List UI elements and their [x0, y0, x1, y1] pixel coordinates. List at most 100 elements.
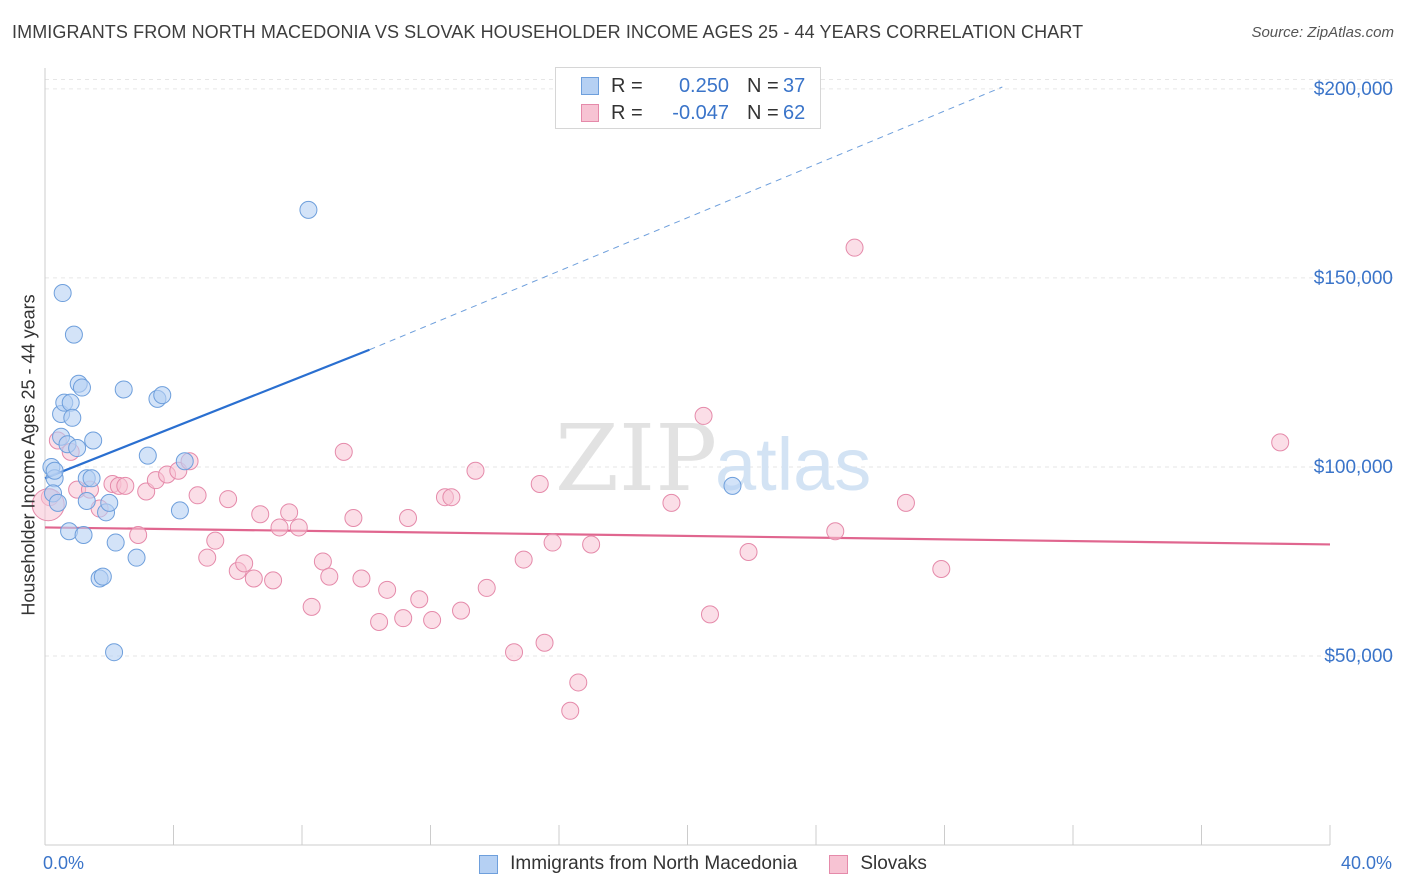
slovaks-point [452, 601, 471, 620]
stats-legend: R = 0.250 N = 37 R = -0.047 N = 62 [555, 67, 821, 129]
slovaks-point [399, 508, 418, 527]
legend-n-value: 62 [783, 101, 806, 124]
series-legend: Immigrants from North Macedonia Slovaks [0, 851, 1406, 877]
north-macedonia-point [114, 380, 133, 399]
slovaks-point [1271, 433, 1290, 452]
north-macedonia-point [72, 378, 91, 397]
north-macedonia-point [153, 386, 172, 405]
trend-line-north-macedonia-extension [369, 86, 1003, 351]
north-macedonia-point [45, 461, 64, 480]
slovaks-point [543, 533, 562, 552]
legend-label-slovaks: Slovaks [860, 853, 927, 874]
slovaks-point [352, 569, 371, 588]
slovaks-point [582, 535, 601, 554]
slovaks-point [264, 571, 283, 590]
legend-n-label: N = [747, 74, 779, 97]
watermark-atlas: atlas [715, 423, 871, 506]
y-tick-label: $150,000 [1314, 268, 1393, 289]
legend-label-north-macedonia: Immigrants from North Macedonia [510, 853, 798, 874]
north-macedonia-point [100, 493, 119, 512]
north-macedonia-point [170, 501, 189, 520]
trend-line-slovaks [44, 526, 1331, 546]
slovaks-point [235, 554, 254, 573]
north-macedonia-point [61, 393, 80, 412]
legend-r-label: R = [611, 101, 643, 124]
north-macedonia-point [82, 469, 101, 488]
slovaks-point [896, 493, 915, 512]
legend-swatch-blue [479, 854, 499, 874]
slovaks-point [378, 580, 397, 599]
north-macedonia-point [84, 431, 103, 450]
slovaks-point [198, 548, 217, 567]
slovaks-point [826, 522, 845, 541]
slovaks-point [116, 476, 135, 495]
legend-row-slovaks: R = -0.047 N = 62 [581, 100, 823, 126]
slovaks-point [344, 508, 363, 527]
slovaks-point [845, 238, 864, 257]
slovaks-point [466, 461, 485, 480]
slovaks-point [535, 633, 554, 652]
x-tick-label-min: 0.0% [43, 853, 85, 873]
slovaks-point [244, 569, 263, 588]
slovaks-point [700, 605, 719, 624]
slovaks-point [694, 406, 713, 425]
north-macedonia-point [53, 284, 72, 303]
north-macedonia-point [105, 643, 124, 662]
slovaks-point [251, 505, 270, 524]
north-macedonia-point [93, 567, 112, 586]
y-tick-label: $200,000 [1314, 79, 1393, 100]
slovaks-point [280, 503, 299, 522]
legend-item-north-macedonia[interactable]: Immigrants from North Macedonia [479, 853, 797, 875]
north-macedonia-point [106, 533, 125, 552]
slovaks-point [370, 612, 389, 631]
slovaks-point [505, 643, 524, 662]
y-axis-title: Householder Income Ages 25 - 44 years [18, 294, 39, 616]
north-macedonia-point [138, 446, 157, 465]
slovaks-point [206, 531, 225, 550]
north-macedonia-point [723, 476, 742, 495]
y-tick-label: $100,000 [1314, 457, 1393, 478]
trend-line-north-macedonia [44, 348, 370, 480]
north-macedonia-point [299, 200, 318, 219]
slovaks-point [219, 490, 238, 509]
north-macedonia-point [63, 408, 82, 427]
legend-n-value: 37 [783, 74, 806, 97]
slovaks-point [932, 560, 951, 579]
slovaks-point [477, 578, 496, 597]
y-tick-label: $50,000 [1324, 646, 1393, 667]
chart-title: IMMIGRANTS FROM NORTH MACEDONIA VS SLOVA… [12, 22, 1084, 42]
slovaks-point [662, 493, 681, 512]
legend-item-slovaks[interactable]: Slovaks [829, 853, 927, 875]
slovaks-point [188, 486, 207, 505]
slovaks-point [313, 552, 332, 571]
slovaks-point [569, 673, 588, 692]
y-tick-labels: $50,000 $100,000 $150,000 $200,000 [1314, 79, 1393, 667]
slovaks-point [442, 488, 461, 507]
x-tick-label-max: 40.0% [1340, 853, 1392, 873]
north-macedonia-points [42, 200, 742, 662]
north-macedonia-point [64, 325, 83, 344]
slovaks-point [270, 518, 289, 537]
slovaks-point [334, 442, 353, 461]
north-macedonia-point [127, 548, 146, 567]
legend-n-label: N = [747, 101, 779, 124]
legend-r-value: -0.047 [672, 101, 729, 124]
source-label: Source: ZipAtlas.com [1251, 24, 1394, 41]
slovaks-point [320, 567, 339, 586]
legend-swatch-pink [829, 854, 849, 874]
north-macedonia-point [77, 491, 96, 510]
slovaks-point [394, 609, 413, 628]
trend-lines [44, 86, 1331, 546]
watermark: ZIP atlas [555, 405, 871, 512]
slovaks-point [514, 550, 533, 569]
slovaks-point [129, 526, 148, 544]
watermark-zip: ZIP [555, 405, 717, 512]
slovaks-point [423, 611, 442, 630]
slovaks-point [302, 597, 321, 616]
north-macedonia-point [48, 493, 67, 512]
legend-r-label: R = [611, 74, 643, 97]
slovaks-point [410, 590, 429, 609]
legend-swatch-pink [581, 104, 599, 122]
north-macedonia-point [175, 452, 194, 471]
